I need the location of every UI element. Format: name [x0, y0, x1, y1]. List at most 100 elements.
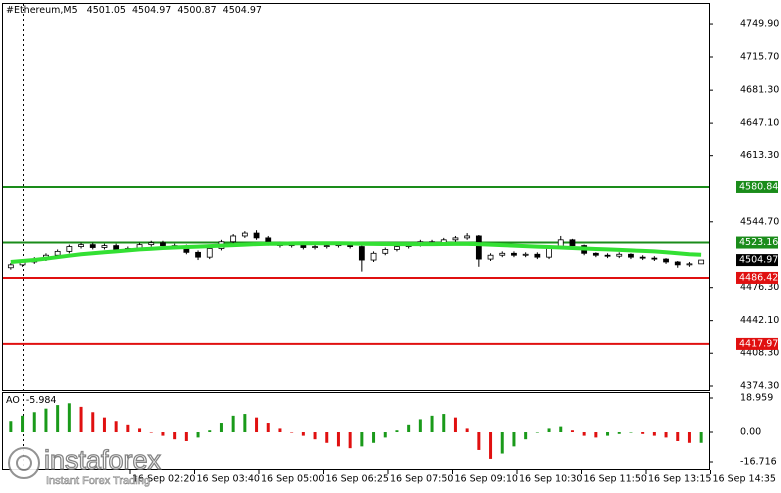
- ao-bar: [582, 432, 586, 436]
- candle-body: [698, 259, 705, 265]
- ao-bar: [290, 432, 294, 433]
- level-label: 4417.97: [739, 338, 778, 349]
- ao-bar: [56, 405, 60, 433]
- candle-body: [382, 249, 389, 254]
- close-value: 4504.97: [223, 5, 262, 16]
- y-tick-label: 18.959: [740, 392, 773, 403]
- high-value: 4504.97: [132, 5, 171, 16]
- ao-bar: [173, 432, 177, 440]
- candle-body: [323, 245, 330, 247]
- candle-body: [475, 235, 482, 260]
- ao-bar: [594, 432, 598, 438]
- candle-body: [534, 253, 541, 258]
- candle-body: [686, 263, 693, 266]
- ao-bar: [547, 428, 551, 433]
- symbol: #Ethereum,M5: [6, 5, 78, 16]
- ao-bar: [699, 432, 703, 443]
- candle-body: [160, 242, 166, 246]
- tagline: Instant Forex Trading: [46, 475, 150, 487]
- plot-layer: 4749.90 4715.70 4681.30 4647.10 4613.30 4544.…: [3, 19, 779, 485]
- ao-bar: [149, 432, 153, 433]
- ao-bar: [67, 403, 71, 433]
- ao-bar: [652, 432, 656, 436]
- ao-bar: [418, 419, 422, 433]
- y-tick-label: 4476.30: [740, 282, 779, 293]
- ao-bar: [489, 432, 493, 459]
- x-tick-label: 16 Sep 06:25: [326, 474, 389, 485]
- ao-bar: [606, 432, 610, 436]
- ao-bar: [407, 424, 411, 433]
- ao-bar: [9, 421, 13, 433]
- candle-body: [452, 237, 459, 241]
- ao-bar: [79, 406, 83, 433]
- moving-average: [10, 241, 702, 264]
- ao-bar: [465, 428, 469, 433]
- ao-bar: [348, 432, 352, 449]
- x-tick-label: 16 Sep 13:15: [648, 474, 711, 485]
- candle-body: [370, 252, 377, 261]
- ao-bar: [430, 415, 434, 433]
- candle-body: [195, 251, 201, 258]
- candle-body: [639, 256, 646, 259]
- ao-bar: [184, 432, 188, 441]
- candle-body: [511, 252, 517, 256]
- y-tick-label: 4613.30: [740, 150, 779, 161]
- ao-header: AO -5.984: [6, 395, 56, 406]
- ao-bar: [32, 412, 36, 433]
- candle-body: [674, 261, 681, 266]
- ao-value: -5.984: [26, 395, 57, 406]
- candle-body: [113, 245, 120, 250]
- ao-bar: [629, 432, 633, 433]
- y-tick-label: 4647.10: [740, 118, 779, 129]
- ao-bar: [687, 432, 691, 443]
- ao-bar: [664, 432, 668, 438]
- y-tick-label: -16.716: [740, 457, 777, 468]
- candle-body: [651, 257, 658, 260]
- price-label-box: [736, 254, 778, 267]
- ao-bar: [161, 432, 165, 436]
- candle-body: [312, 246, 318, 248]
- level-label: 4523.16: [739, 237, 778, 248]
- ao-bar: [477, 432, 481, 450]
- logo: [8, 447, 40, 479]
- ao-bar: [453, 417, 457, 433]
- ao-bar: [512, 432, 516, 447]
- level-label-box: [736, 180, 778, 193]
- ao-bar: [219, 423, 223, 433]
- x-tick-label: 16 Sep 09:10: [455, 474, 518, 485]
- ao-bar: [395, 430, 399, 433]
- ao-bar: [278, 428, 282, 433]
- candle-body: [358, 246, 365, 261]
- ao-bar: [325, 432, 329, 443]
- ao-bar: [21, 415, 25, 433]
- y-tick-label: 4408.30: [740, 348, 779, 359]
- candle-body: [604, 254, 611, 257]
- level-label: 4486.42: [739, 272, 778, 283]
- y-tick-label: 4442.10: [740, 315, 779, 326]
- candle-body: [663, 258, 669, 263]
- candle-body: [569, 239, 576, 246]
- brand: instaforex: [44, 445, 162, 475]
- x-tick-label: 16 Sep 03:40: [197, 474, 260, 485]
- level-label: 4580.84: [739, 181, 778, 192]
- chart-header: #Ethereum,M5 4501.05 4504.97 4500.87 450…: [6, 5, 262, 16]
- ao-bar: [617, 432, 621, 434]
- y-tick-label: 0.00: [740, 427, 761, 438]
- ao-bar: [500, 432, 504, 454]
- ao-bar: [231, 415, 235, 433]
- ao-bar: [266, 423, 270, 433]
- ao-bar: [570, 430, 574, 433]
- x-tick-label: 16 Sep 11:50: [584, 474, 647, 485]
- watermark: instaforex Instant Forex Trading: [8, 444, 162, 487]
- ao-bar: [383, 432, 387, 438]
- candle-body: [7, 264, 14, 269]
- candle-body: [464, 235, 471, 239]
- ao-bar: [91, 412, 95, 433]
- candle-body: [66, 246, 73, 252]
- ao-panel: [2, 392, 710, 470]
- y-tick-label: 4715.70: [740, 52, 779, 63]
- x-tick-label: 16 Sep 10:30: [519, 474, 582, 485]
- ao-bar: [126, 424, 130, 433]
- y-tick-label: 4749.90: [740, 19, 779, 30]
